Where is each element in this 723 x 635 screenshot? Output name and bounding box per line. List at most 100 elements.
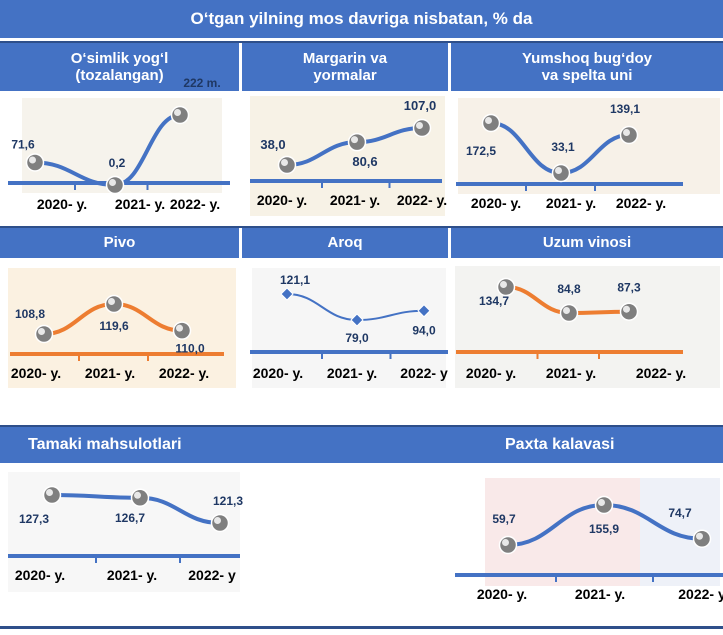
- category-label: 2020- y.: [257, 192, 307, 208]
- data-point: [559, 303, 579, 323]
- category-label: 2020- y.: [471, 195, 521, 211]
- data-label: 107,0: [404, 98, 437, 113]
- panel-title-banner: Aroq: [242, 228, 448, 258]
- panel-background: [250, 96, 445, 216]
- data-label: 87,3: [617, 281, 641, 295]
- chart-wine: 134,7 84,8 87,3 2020- y. 2021- y. 2022- y.: [456, 277, 686, 381]
- data-label: 108,8: [15, 307, 45, 321]
- category-label: 2020- y.: [477, 586, 527, 602]
- data-label: 33,1: [551, 140, 575, 154]
- data-point: [347, 132, 367, 152]
- data-point: [130, 488, 150, 508]
- data-point-highlight: [500, 281, 507, 288]
- chart-flour: 172,5 33,1 139,1 2020- y. 2021- y. 2022- y.: [456, 102, 683, 211]
- data-point: [498, 535, 518, 555]
- panel-title-line: Yumshoq bug‘doy: [522, 49, 652, 67]
- data-point: [417, 304, 431, 318]
- data-point-highlight: [623, 128, 630, 136]
- category-label: 2021- y.: [546, 365, 596, 381]
- data-point-highlight: [416, 122, 423, 129]
- chart-tobacco: 127,3 126,7 121,3 2020- y. 2021- y. 2022- y: [8, 485, 243, 583]
- panel-title-line: Margarin va: [302, 49, 388, 67]
- data-label: 84,8: [557, 282, 581, 296]
- data-point-highlight: [46, 489, 53, 496]
- data-point: [105, 175, 125, 195]
- category-label: 2022- y: [678, 586, 723, 602]
- category-label: 2020- y.: [15, 567, 65, 583]
- category-label: 2022- y.: [159, 365, 209, 381]
- data-label: 119,6: [99, 319, 129, 333]
- category-label: 2022- y.: [636, 365, 686, 381]
- data-point-highlight: [485, 117, 492, 124]
- data-label: 59,7: [492, 512, 516, 526]
- panel-title-line: Aroq: [327, 234, 363, 252]
- data-point-highlight: [176, 324, 183, 332]
- category-label: 2022- y: [400, 365, 448, 381]
- data-point-highlight: [174, 109, 181, 116]
- data-point: [280, 287, 294, 301]
- panel-title-line: Paxta kalavasi: [505, 436, 615, 453]
- panel-title-line: (tozalangan): [75, 67, 164, 84]
- data-label: 38,0: [260, 137, 285, 152]
- divider: [0, 226, 723, 228]
- data-label: 79,0: [345, 331, 369, 345]
- category-label: 2020- y.: [253, 365, 303, 381]
- data-point-highlight: [38, 328, 45, 335]
- data-point-highlight: [134, 491, 141, 499]
- data-label: 0,2: [109, 156, 126, 170]
- category-label: 2021- y.: [330, 192, 380, 208]
- category-label: 2021- y.: [575, 586, 625, 602]
- data-point: [34, 324, 54, 344]
- data-point: [412, 118, 432, 138]
- data-point: [277, 155, 297, 175]
- panel-title-line: Tamaki mahsulotlari: [28, 436, 182, 453]
- category-label: 2020- y.: [11, 365, 61, 381]
- data-point: [594, 495, 614, 515]
- data-point: [25, 153, 45, 172]
- divider: [0, 425, 723, 427]
- data-point: [170, 105, 190, 125]
- category-label: 2022- y.: [170, 196, 220, 212]
- data-label: 134,7: [479, 294, 509, 308]
- category-label: 2021- y.: [115, 196, 165, 212]
- data-point-highlight: [696, 532, 703, 540]
- data-point-highlight: [281, 159, 288, 166]
- data-label: 74,7: [668, 506, 692, 520]
- data-point: [210, 513, 230, 533]
- category-label: 2021- y.: [107, 567, 157, 583]
- panel-background: [252, 268, 446, 388]
- panel-title-banner: [0, 427, 723, 463]
- category-label: 2020- y.: [37, 196, 87, 212]
- category-label: 2021- y.: [327, 365, 377, 381]
- data-point-highlight: [351, 136, 358, 144]
- chart-margarine: 38,0 80,6 107,0 2020- y. 2021- y. 2022- y.: [250, 98, 447, 208]
- data-point-highlight: [555, 167, 562, 174]
- category-label: 2021- y.: [85, 365, 135, 381]
- panel-title-line: Pivo: [103, 234, 136, 252]
- data-point-highlight: [29, 156, 36, 164]
- chart-beer: 108,8 119,6 110,0 2020- y. 2021- y. 2022- y.: [10, 294, 224, 381]
- series-line: [33, 113, 182, 188]
- data-point: [42, 485, 62, 505]
- data-point: [496, 277, 516, 297]
- data-point-highlight: [598, 499, 605, 506]
- category-label: 2022- y: [188, 567, 236, 583]
- data-label: 121,3: [213, 494, 243, 508]
- data-point: [172, 321, 192, 340]
- panel-background: [458, 98, 720, 194]
- data-point: [350, 313, 364, 327]
- main-title: O‘tgan yilning mos davriga nisbatan, % d…: [190, 9, 533, 29]
- data-point: [619, 125, 639, 145]
- data-label: 126,7: [115, 511, 145, 525]
- data-point-highlight: [108, 298, 115, 305]
- panel-title-line: Uzum vinosi: [542, 234, 632, 252]
- chart-vodka: 121,1 79,0 94,0 2020- y. 2021- y. 2022- y: [250, 273, 448, 381]
- panel-title-banner: O‘simlik yog‘l (tozalangan): [0, 43, 239, 91]
- panel-background: [485, 478, 645, 586]
- data-label: 222 m.: [183, 76, 220, 90]
- category-label: 2020- y.: [466, 365, 516, 381]
- chart-yarn: 59,7 155,9 74,7 2020- y. 2021- y. 2022- y: [455, 495, 723, 602]
- category-label: 2021- y.: [546, 195, 596, 211]
- category-label: 2022- y.: [616, 195, 666, 211]
- data-label: 172,5: [466, 144, 496, 158]
